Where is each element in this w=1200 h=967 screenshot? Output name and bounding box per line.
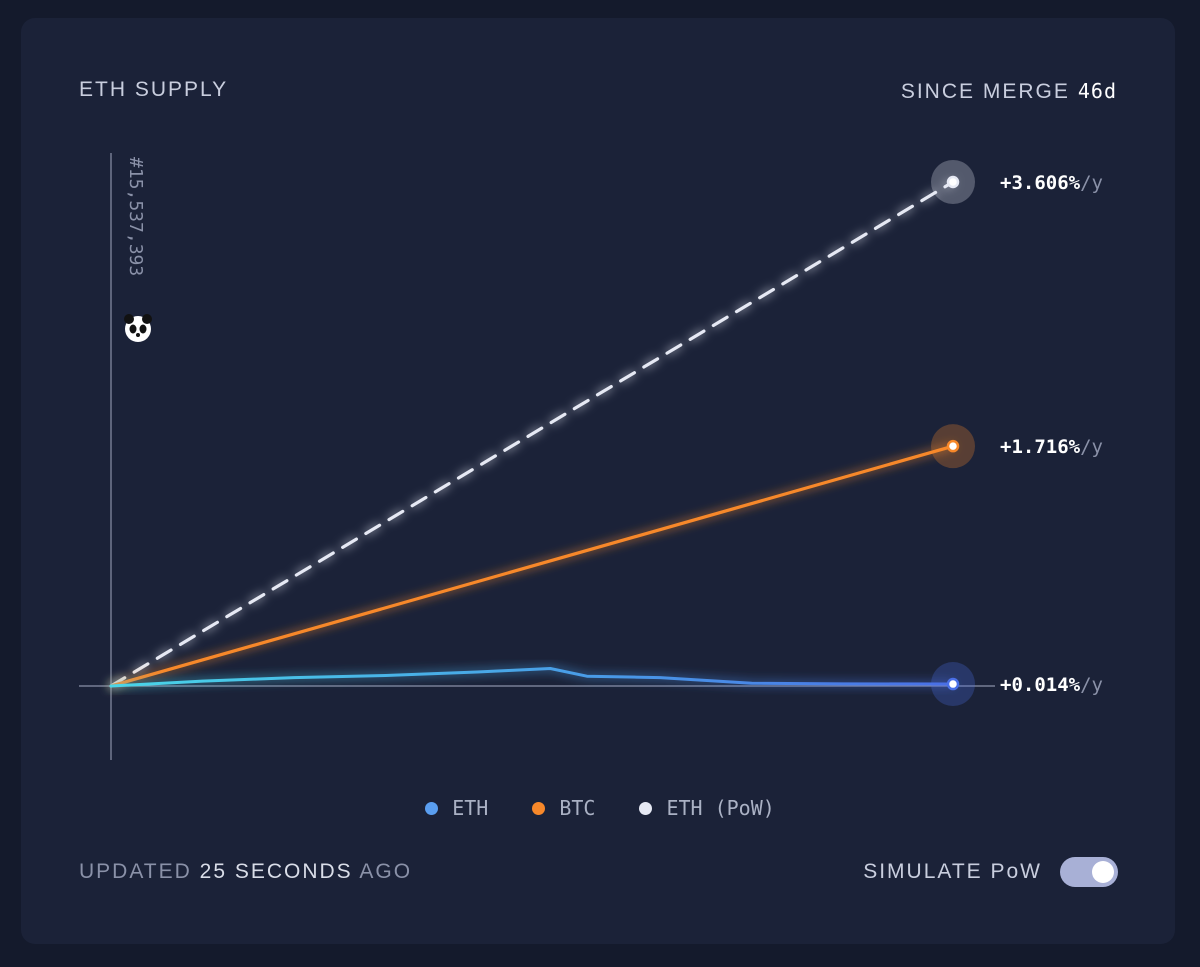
- series-line-eth: [109, 667, 955, 688]
- series-endpoint-eth-pow: [946, 175, 960, 189]
- eth-supply-card: [21, 18, 1175, 944]
- legend-item-eth: ETH: [425, 796, 488, 820]
- legend-label-btc: BTC: [559, 796, 596, 820]
- updated-suffix: AGO: [359, 860, 413, 883]
- series-end-unit-eth: /y: [1080, 674, 1103, 696]
- panda-icon: [124, 314, 152, 342]
- since-merge-label: SINCE MERGE: [900, 80, 1070, 103]
- series-end-label-eth-pow: +3.606%/y: [1000, 172, 1103, 194]
- series-end-label-btc: +1.716%/y: [1000, 436, 1103, 458]
- series-end-unit-btc: /y: [1080, 436, 1103, 458]
- series-endpoint-btc: [946, 439, 960, 453]
- legend-dot-pow: [639, 801, 653, 815]
- legend-dot-btc: [532, 801, 546, 815]
- updated-status: UPDATED 25 SECONDS AGO: [79, 860, 412, 884]
- chart-legend: ETH BTC ETH (PoW): [0, 796, 1200, 820]
- simulate-pow-toggle[interactable]: [1060, 857, 1118, 887]
- since-merge-value: 46d: [1077, 79, 1117, 103]
- simulate-pow-control: SIMULATE PoW: [863, 857, 1118, 887]
- chart-title: ETH SUPPLY: [79, 78, 229, 101]
- series-end-label-eth: +0.014%/y: [1000, 674, 1103, 696]
- series-end-value-eth-pow: +3.606%: [1000, 172, 1081, 194]
- series-endpoint-eth: [946, 677, 960, 691]
- merge-block-label: #15,537,393: [125, 157, 146, 276]
- simulate-pow-label: SIMULATE PoW: [863, 860, 1042, 883]
- updated-prefix: UPDATED: [79, 860, 192, 883]
- since-merge: SINCE MERGE 46d: [901, 79, 1117, 104]
- updated-age: 25 SECONDS: [199, 860, 353, 883]
- legend-label-eth: ETH: [452, 796, 489, 820]
- series-end-value-btc: +1.716%: [1000, 436, 1081, 458]
- series-line-btc: [109, 444, 955, 688]
- legend-label-pow: ETH (PoW): [666, 796, 775, 820]
- series-line-eth-pow: [109, 180, 955, 688]
- legend-dot-eth: [425, 801, 439, 815]
- legend-item-btc: BTC: [532, 796, 595, 820]
- series-end-unit-eth-pow: /y: [1080, 172, 1103, 194]
- legend-item-pow: ETH (PoW): [639, 796, 775, 820]
- series-end-value-eth: +0.014%: [1000, 674, 1081, 696]
- toggle-knob[interactable]: [1092, 861, 1114, 883]
